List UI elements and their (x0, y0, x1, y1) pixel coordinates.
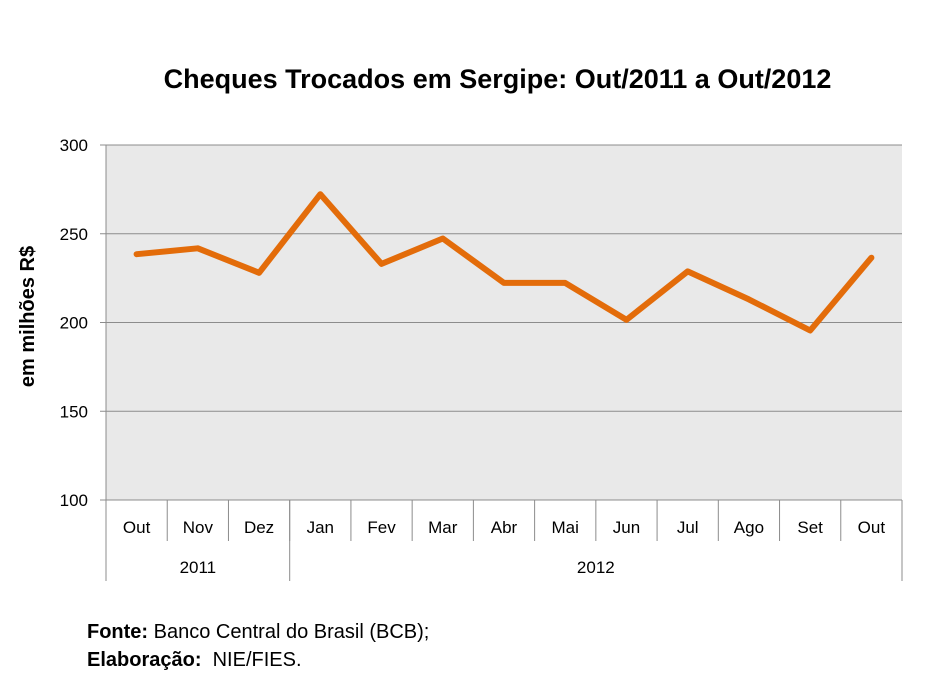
x-tick-label: Dez (244, 518, 274, 537)
x-tick-label: Out (858, 518, 886, 537)
x-tick-label: Abr (491, 518, 518, 537)
x-tick-label: Nov (183, 518, 214, 537)
x-tick-label: Ago (734, 518, 764, 537)
source-text: Banco Central do Brasil (BCB); (148, 621, 429, 643)
made-line: Elaboração: NIE/FIES. (87, 646, 429, 674)
x-tick-label: Jun (613, 518, 640, 537)
y-tick-label: 150 (60, 402, 88, 421)
x-tick-label: Set (797, 518, 823, 537)
y-axis-label: em milhões R$ (17, 246, 39, 387)
y-tick-label: 250 (60, 225, 88, 244)
x-tick-label: Fev (367, 518, 396, 537)
made-label: Elaboração: (87, 649, 201, 671)
x-tick-label: Jan (307, 518, 334, 537)
x-tick-label: Mai (552, 518, 579, 537)
y-tick-label: 200 (60, 314, 88, 333)
year-label: 2012 (577, 558, 615, 577)
made-text: NIE/FIES. (201, 649, 301, 671)
x-tick-label: Mar (428, 518, 458, 537)
x-tick-label: Jul (677, 518, 699, 537)
y-tick-label: 300 (60, 136, 88, 155)
year-label: 2011 (180, 558, 217, 577)
footer: Fonte: Banco Central do Brasil (BCB); El… (87, 618, 429, 674)
source-line: Fonte: Banco Central do Brasil (BCB); (87, 618, 429, 646)
y-tick-label: 100 (60, 491, 88, 510)
x-tick-label: Out (123, 518, 151, 537)
source-label: Fonte: (87, 621, 148, 643)
